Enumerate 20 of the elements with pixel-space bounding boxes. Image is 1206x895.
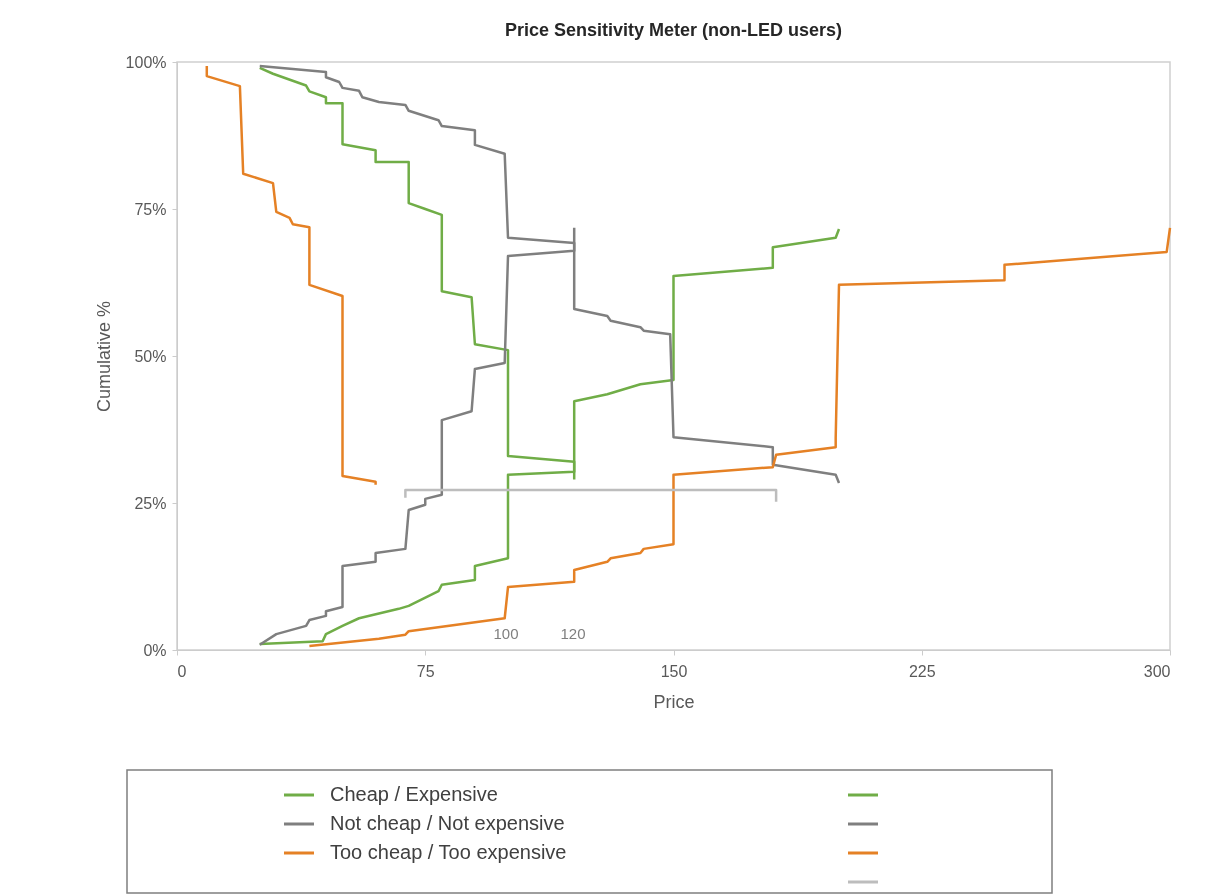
x-tick-label: 225 [908,662,936,680]
y-tick-label: 0% [143,641,167,659]
annotation: 100 [493,625,519,642]
legend-label: Cheap / Expensive [330,783,498,805]
line-series [308,226,1172,648]
legend-label: Not cheap / Not expensive [330,812,565,834]
x-tick-label: 150 [660,662,688,680]
line-series [205,64,377,487]
annotation: 120 [560,625,586,642]
chart-title: Price Sensitivity Meter (non-LED users) [504,20,843,40]
y-tick-label: 25% [134,494,167,512]
x-tick-label: 300 [1143,662,1171,680]
x-axis-title: Price [653,691,695,712]
x-tick-label: 75 [416,662,435,680]
x-tick-label: 0 [177,662,187,680]
y-tick-label: 50% [134,347,167,365]
legend-label: Too cheap / Too expensive [330,841,567,863]
y-axis-title: Cumulative % [93,300,114,413]
y-tick-label: 100% [125,53,167,71]
y-tick-label: 75% [134,200,167,218]
